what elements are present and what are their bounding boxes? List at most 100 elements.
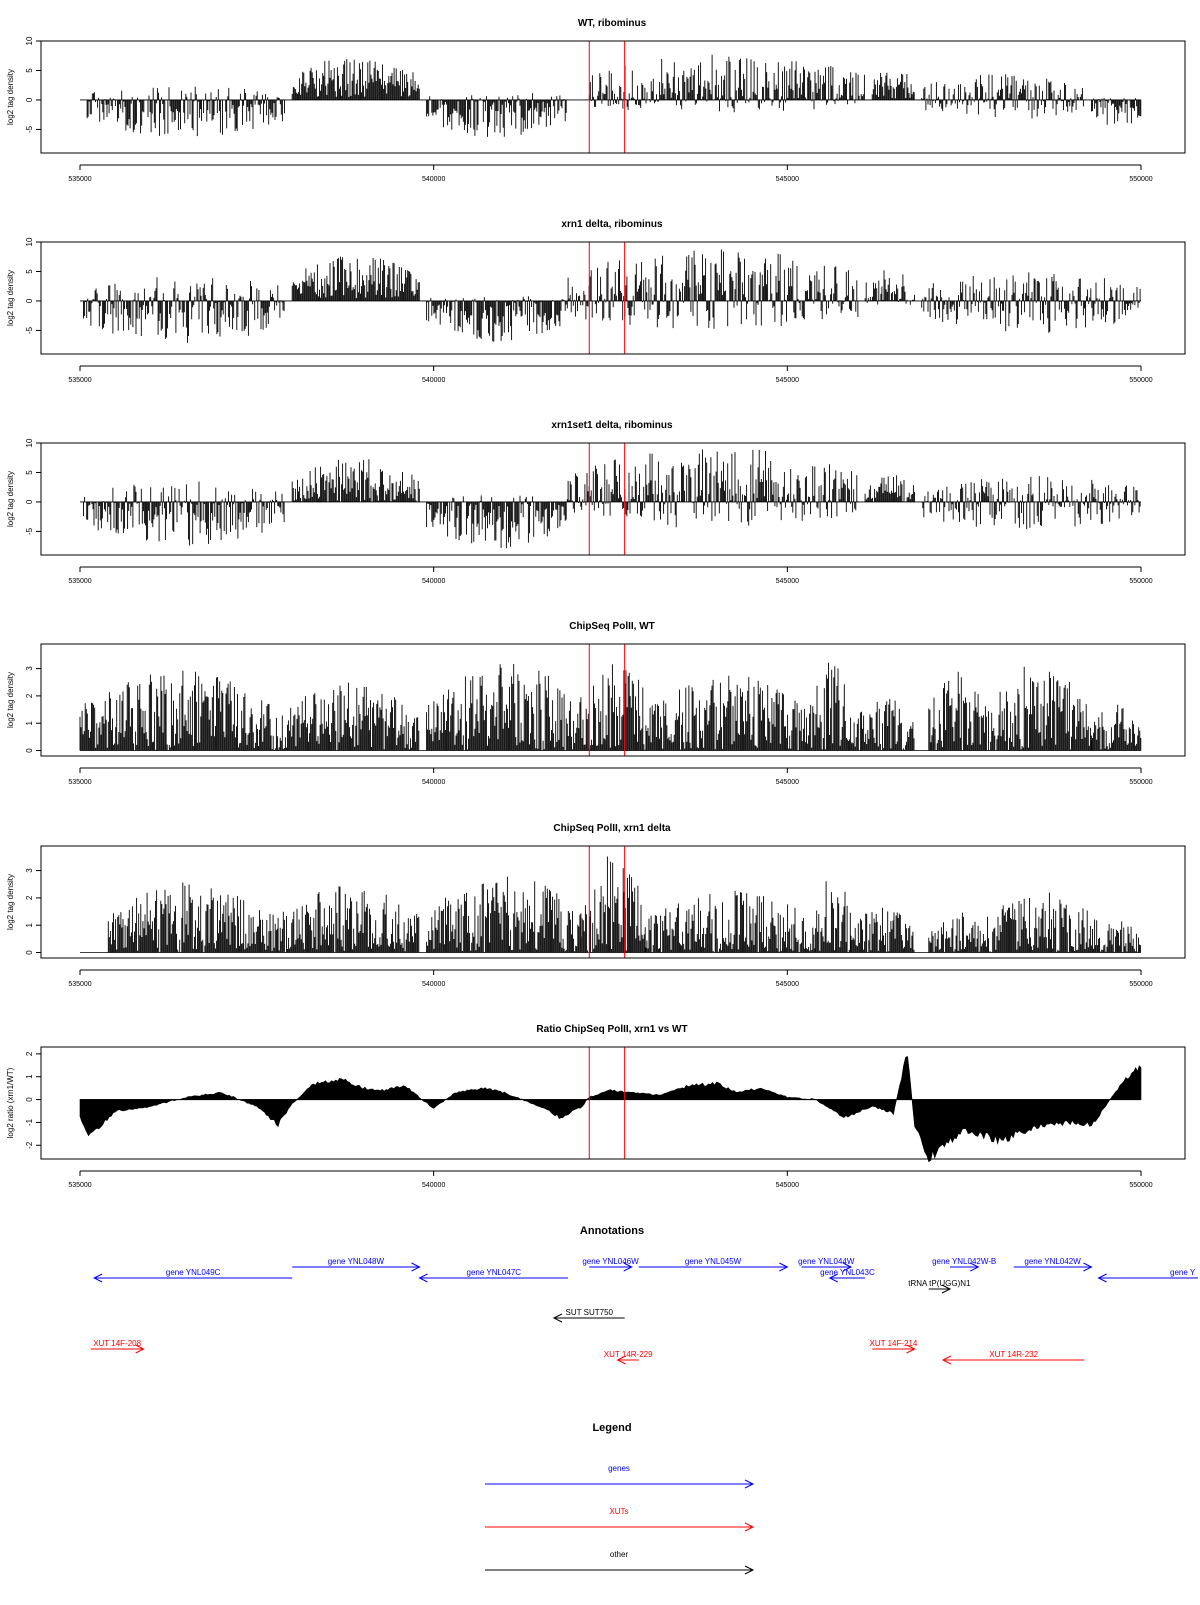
annotation-features: gene YNL049C gene YNL048W gene YNL047C gene… (90, 1257, 1198, 1365)
y-tick-label: 10 (25, 36, 34, 45)
gene-feature: gene YNL047C (418, 1268, 569, 1283)
bar-segment (928, 671, 985, 751)
x-tick-label: 545000 (776, 578, 799, 585)
xut-feature: XUT 14R-229 (604, 1350, 653, 1365)
y-tick-label: -1 (25, 1118, 34, 1126)
x-tick-label: 540000 (422, 377, 445, 384)
ratio-area-series (79, 1056, 1142, 1163)
annotations-title: Annotations (580, 1225, 644, 1237)
gene-feature-label: gene YNL043C (820, 1268, 875, 1277)
bar-segment (291, 459, 420, 502)
y-axis-label: log2 tag density (6, 69, 15, 125)
gene-feature: gene YNL043C (820, 1268, 875, 1283)
bar-marks (1098, 921, 1142, 953)
panel-title: xrn1set1 delta, ribominus (551, 420, 673, 431)
y-tick-label: 0 (25, 1097, 34, 1102)
track-panel: ChipSeq PolII, xrn1 delta log2 tag densit… (6, 823, 1186, 988)
panel-title: Ratio ChipSeq PolII, xrn1 vs WT (536, 1024, 687, 1035)
legend-item: other (485, 1550, 755, 1575)
bar-marks (815, 881, 851, 953)
track-panel: ChipSeq PolII, WT log2 tag density 0 1 2 3 535… (6, 621, 1186, 786)
x-tick-label: 535000 (68, 377, 91, 384)
bar-segment (426, 93, 568, 137)
bar-marks (426, 495, 568, 549)
xut-feature: XUT 14R-232 (941, 1350, 1085, 1365)
legend-item: genes (485, 1464, 755, 1489)
x-tick-label: 550000 (1129, 981, 1152, 988)
x-tick-label: 545000 (776, 779, 799, 786)
xut-feature: XUT 14F-208 (90, 1339, 145, 1354)
legend-item-label: XUTs (609, 1507, 628, 1516)
bar-segment (277, 886, 420, 953)
bar-segment (850, 699, 915, 751)
bar-segment (928, 912, 985, 953)
bar-marks (426, 296, 568, 342)
bar-marks (864, 270, 915, 305)
other-feature-label: SUT SUT750 (566, 1308, 614, 1317)
bar-marks (864, 475, 915, 502)
bar-marks (107, 882, 278, 953)
x-tick-label: 545000 (776, 981, 799, 988)
y-tick-label: -2 (25, 1141, 34, 1149)
other-feature: SUT SUT750 (552, 1308, 625, 1323)
bar-marks (928, 912, 985, 953)
y-tick-label: 1 (25, 1074, 34, 1079)
xut-feature-label: XUT 14F-208 (93, 1339, 141, 1348)
track-panel: xrn1 delta, ribominus log2 tag density -5 0… (6, 219, 1186, 384)
bar-marks (871, 72, 915, 100)
legend-title: Legend (592, 1422, 631, 1434)
bar-segment (79, 670, 278, 751)
bar-marks (921, 272, 1141, 333)
gene-feature-label: gene YNL045W (685, 1257, 742, 1266)
bar-segment (1098, 921, 1142, 953)
panel-title: ChipSeq PolII, WT (569, 621, 655, 632)
plot-frame (40, 643, 1186, 757)
bar-segment (1091, 704, 1142, 751)
bar-marks (645, 675, 809, 751)
bar-marks (86, 86, 285, 137)
gene-feature-label: gene YNL042W (1024, 1257, 1081, 1266)
y-tick-label: 0 (25, 298, 34, 303)
legend-item: XUTs (485, 1507, 755, 1532)
bar-segment (645, 675, 809, 751)
bar-segment (567, 449, 859, 528)
bar-segment (921, 272, 1141, 333)
gene-feature-label: gene Y (1170, 1268, 1196, 1277)
bar-marks (426, 876, 583, 953)
y-tick-label: 10 (25, 237, 34, 246)
bar-marks (291, 459, 420, 502)
x-tick-label: 540000 (422, 1182, 445, 1189)
xut-feature: XUT 14F-214 (869, 1339, 918, 1354)
gene-feature-label: gene YNL044W (798, 1257, 855, 1266)
track-panel: xrn1set1 delta, ribominus log2 tag densit… (6, 420, 1186, 585)
bar-segment (808, 662, 852, 751)
x-tick-label: 540000 (422, 981, 445, 988)
y-tick-label: 1 (25, 922, 34, 927)
bar-marks (79, 670, 278, 751)
y-tick-label: 3 (25, 666, 34, 671)
bar-marks (588, 664, 646, 751)
y-tick-label: 2 (25, 1051, 34, 1056)
y-tick-label: 0 (25, 950, 34, 955)
bar-segment (864, 270, 915, 305)
bar-marks (567, 249, 859, 329)
y-axis-label: log2 tag density (6, 270, 15, 326)
bar-marks (426, 93, 568, 137)
legend-items: genes XUTs other (485, 1464, 755, 1575)
plot-frame (40, 241, 1186, 355)
y-tick-label: 0 (25, 97, 34, 102)
y-axis-label: log2 tag density (6, 672, 15, 728)
x-tick-label: 535000 (68, 176, 91, 183)
bar-segment (83, 277, 285, 343)
bar-marks (277, 886, 420, 953)
bar-marks (984, 666, 1092, 751)
x-tick-label: 535000 (68, 578, 91, 585)
legend-item-label: genes (608, 1464, 630, 1473)
gene-feature: gene YNL046W (582, 1257, 639, 1272)
bar-segment (83, 481, 285, 546)
other-feature-label: tRNA tP(UGG)N1 (908, 1279, 971, 1288)
plot-frame (40, 845, 1186, 959)
bar-segment (984, 666, 1092, 751)
bar-marks (567, 449, 859, 528)
bar-marks (928, 671, 985, 751)
